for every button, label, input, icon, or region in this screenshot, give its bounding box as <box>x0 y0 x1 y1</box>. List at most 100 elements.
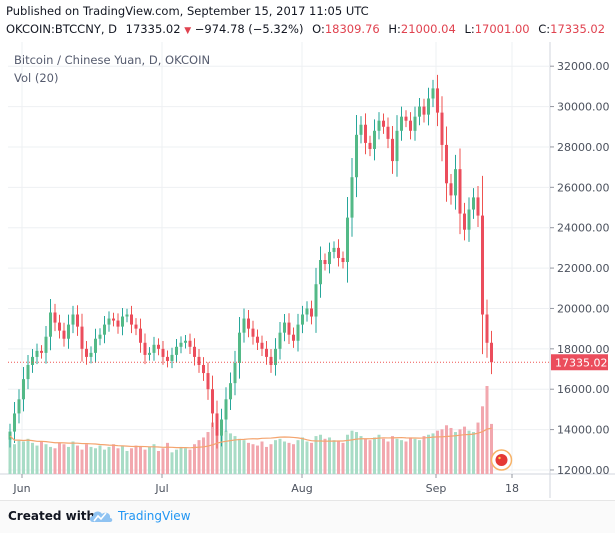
candle-body <box>166 356 169 361</box>
volume-bar <box>287 442 291 474</box>
close-value: 17335.02 <box>550 22 606 36</box>
volume-bar <box>224 430 228 474</box>
volume-bar <box>202 437 205 474</box>
candle-body <box>319 260 322 285</box>
volume-bar <box>409 437 412 474</box>
volume-bar <box>472 432 475 474</box>
candle-body <box>314 284 318 317</box>
high-label: H: <box>388 22 401 36</box>
volume-bar <box>355 432 358 474</box>
x-tick-label: 18 <box>505 482 519 495</box>
volume-bar <box>67 446 70 474</box>
volume-bar <box>121 445 124 474</box>
candle-body <box>26 364 30 380</box>
volume-bar <box>80 449 84 474</box>
volume-bar <box>418 440 421 474</box>
low-value: 17001.00 <box>474 22 530 36</box>
volume-bar <box>265 446 268 474</box>
candle-body <box>179 342 183 347</box>
candle-body <box>332 247 336 252</box>
volume-bar <box>305 441 309 474</box>
candle-body <box>413 116 417 131</box>
candlestick-chart[interactable]: 12000.00 14000.00 16000.00 18000.00 20000.00… <box>0 42 615 500</box>
chart-area[interactable]: 12000.00 14000.00 16000.00 18000.00 20000.00… <box>0 42 615 500</box>
volume-bar <box>188 449 192 474</box>
volume-bar <box>251 444 255 474</box>
candle-body <box>274 348 277 365</box>
volume-bar <box>476 422 480 474</box>
volume-bar <box>467 430 471 474</box>
volume-bar <box>391 436 394 474</box>
candle-body <box>139 328 142 343</box>
volume-bar <box>341 442 345 474</box>
volume-bar <box>62 444 66 474</box>
candle-body <box>215 413 219 436</box>
y-tick-label: 22000.00 <box>557 262 610 275</box>
candle-body <box>224 399 228 420</box>
low-label: L: <box>464 22 475 36</box>
candle-body <box>175 346 178 355</box>
plot-background <box>8 42 550 474</box>
candle-body <box>431 88 435 99</box>
volume-bar <box>319 434 322 474</box>
candle-body <box>49 312 52 337</box>
candle-body <box>427 98 430 115</box>
volume-bar <box>175 449 178 474</box>
last-price-tag-label: 17335.02 <box>555 356 608 369</box>
candle-body <box>197 356 201 365</box>
event-marker-star-icon <box>498 456 501 460</box>
candle-body <box>71 314 75 325</box>
candle-body <box>296 324 300 341</box>
volume-bar <box>26 438 30 474</box>
candle-body <box>265 348 268 357</box>
volume-bar <box>220 425 223 474</box>
y-tick-label: 18000.00 <box>557 343 610 356</box>
candle-body <box>418 106 421 117</box>
volume-bar <box>278 438 282 474</box>
volume-bar <box>193 444 196 474</box>
volume-bar <box>481 406 484 474</box>
candle-body <box>490 342 493 363</box>
event-marker-flag-icon <box>495 454 508 466</box>
volume-bar <box>296 440 300 474</box>
candle-body <box>310 308 313 317</box>
candle-body <box>31 356 34 365</box>
volume-bar <box>148 446 151 474</box>
volume-bar <box>139 446 142 474</box>
volume-bar <box>166 442 169 474</box>
volume-bar <box>49 446 52 474</box>
volume-bar <box>8 436 12 474</box>
volume-bar <box>242 440 246 474</box>
candle-body <box>440 112 444 145</box>
last-price: 17335.02 <box>125 22 181 36</box>
candle-body <box>206 373 210 390</box>
volume-bar <box>485 386 489 474</box>
volume-bar <box>58 442 61 474</box>
candle-body <box>463 213 466 230</box>
volume-bar <box>436 430 439 474</box>
candle-body <box>35 350 39 357</box>
volume-bar <box>85 444 88 474</box>
footer-brand-link[interactable]: TradingView <box>118 509 191 523</box>
tradingview-cloud-icon[interactable] <box>88 507 114 529</box>
volume-bar <box>440 429 444 474</box>
volume-bar <box>463 426 466 474</box>
candle-body <box>134 324 138 329</box>
candle-body <box>359 124 363 135</box>
candle-body <box>301 314 304 325</box>
volume-bar <box>328 437 331 474</box>
candle-body <box>89 352 93 357</box>
volume-bar <box>35 445 39 474</box>
candle-body <box>305 308 309 315</box>
volume-bar <box>301 437 304 474</box>
candle-body <box>184 340 187 343</box>
candle-body <box>364 124 367 143</box>
volume-bar <box>44 444 48 474</box>
volume-bar <box>134 445 138 474</box>
last-price-tag <box>551 354 608 371</box>
y-tick-label: 32000.00 <box>557 60 610 73</box>
candle-body <box>40 350 43 353</box>
volume-bar <box>274 440 277 474</box>
candle-body <box>202 364 205 374</box>
volume-bar <box>112 444 115 474</box>
